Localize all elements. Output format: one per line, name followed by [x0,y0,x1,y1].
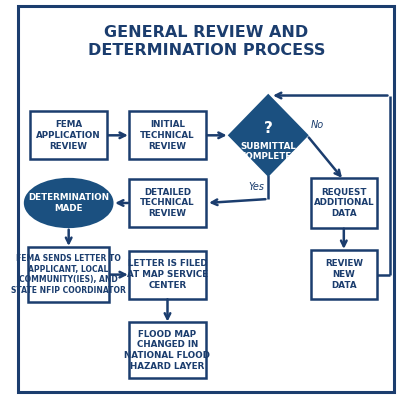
FancyBboxPatch shape [129,322,206,378]
FancyBboxPatch shape [18,6,394,392]
Text: ?: ? [264,121,273,136]
FancyBboxPatch shape [28,247,109,302]
Text: REVIEW
NEW
DATA: REVIEW NEW DATA [325,259,363,290]
FancyBboxPatch shape [129,111,206,159]
Polygon shape [230,96,307,175]
FancyBboxPatch shape [311,250,377,299]
Text: SUBMITTAL
COMPLETE?: SUBMITTAL COMPLETE? [240,142,297,161]
Text: GENERAL REVIEW AND
DETERMINATION PROCESS: GENERAL REVIEW AND DETERMINATION PROCESS [88,25,325,58]
FancyBboxPatch shape [30,111,108,159]
Text: FEMA SENDS LETTER TO
APPLICANT, LOCAL
COMMUNITY(IES), AND
STATE NFIP COORDINATOR: FEMA SENDS LETTER TO APPLICANT, LOCAL CO… [11,254,126,295]
Text: LETTER IS FILED
AT MAP SERVICE
CENTER: LETTER IS FILED AT MAP SERVICE CENTER [127,259,208,290]
Ellipse shape [25,179,112,227]
Text: INITIAL
TECHNICAL
REVIEW: INITIAL TECHNICAL REVIEW [140,120,195,150]
Text: No: No [311,120,324,131]
Text: DETAILED
TECHNICAL
REVIEW: DETAILED TECHNICAL REVIEW [140,188,195,218]
Text: FEMA
APPLICATION
REVIEW: FEMA APPLICATION REVIEW [36,120,101,150]
Text: DETERMINATION
MADE: DETERMINATION MADE [28,193,109,213]
FancyBboxPatch shape [129,251,206,298]
Text: FLOOD MAP
CHANGED IN
NATIONAL FLOOD
HAZARD LAYER: FLOOD MAP CHANGED IN NATIONAL FLOOD HAZA… [124,330,210,371]
FancyBboxPatch shape [129,179,206,227]
Text: REQUEST
ADDITIONAL
DATA: REQUEST ADDITIONAL DATA [314,188,374,218]
FancyBboxPatch shape [311,178,377,228]
Text: Yes: Yes [249,182,265,192]
